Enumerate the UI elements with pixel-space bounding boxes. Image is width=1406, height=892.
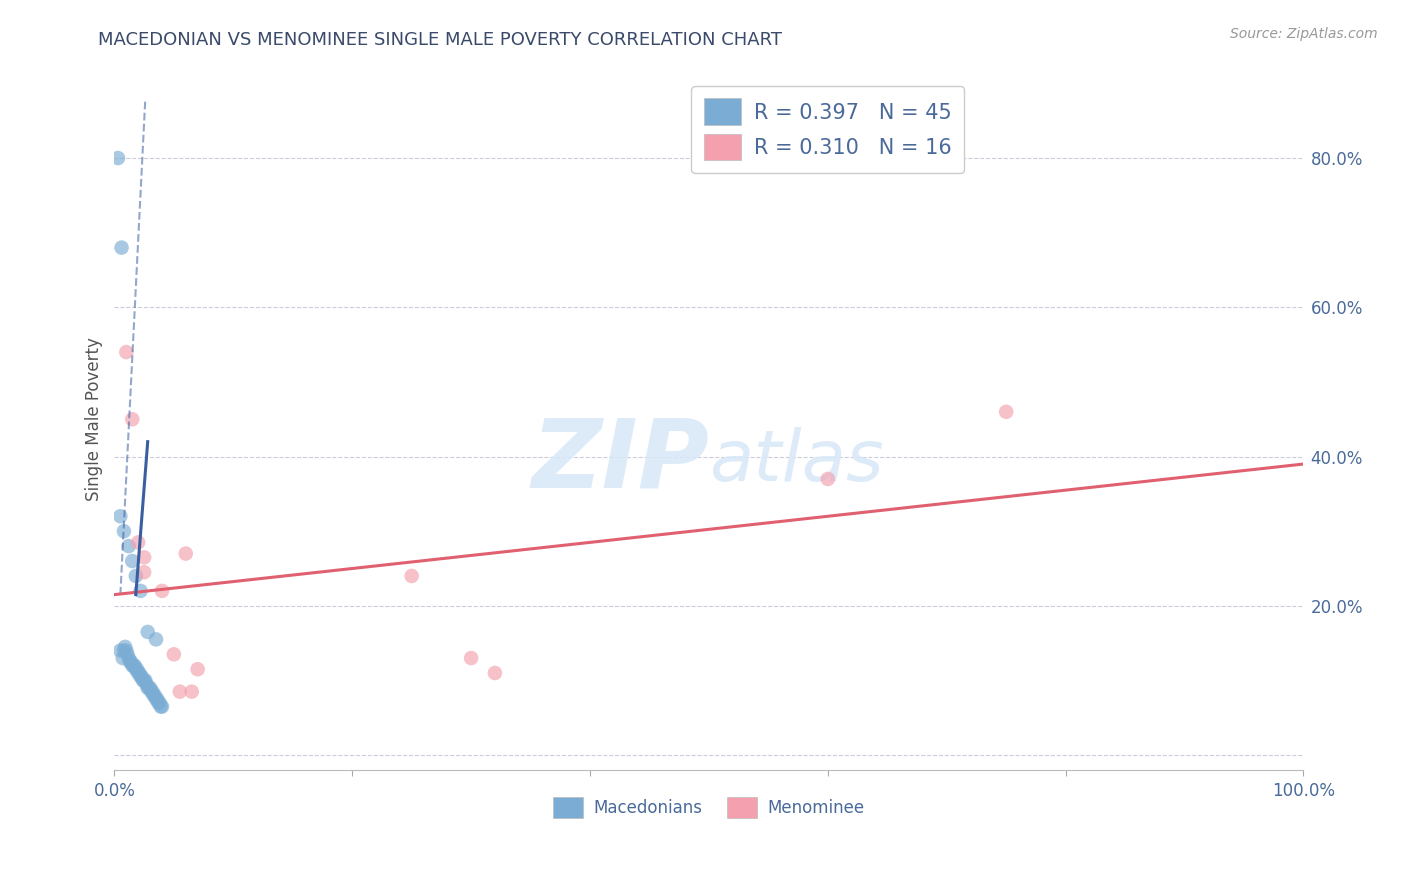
- Text: atlas: atlas: [709, 427, 883, 496]
- Point: [134, 673, 156, 688]
- Point: [149, 699, 172, 714]
- Point: [145, 692, 167, 706]
- Point: [125, 662, 148, 676]
- Point: [118, 651, 141, 665]
- Point: [460, 651, 482, 665]
- Point: [180, 684, 202, 698]
- Point: [118, 655, 141, 669]
- Point: [107, 151, 129, 165]
- Point: [134, 566, 156, 580]
- Point: [149, 696, 172, 710]
- Point: [127, 535, 149, 549]
- Point: [145, 632, 167, 647]
- Point: [121, 412, 143, 426]
- Point: [484, 665, 506, 680]
- Y-axis label: Single Male Poverty: Single Male Poverty: [86, 337, 103, 501]
- Point: [169, 684, 191, 698]
- Point: [134, 550, 156, 565]
- Point: [150, 583, 173, 598]
- Point: [995, 405, 1018, 419]
- Point: [117, 648, 139, 662]
- Point: [127, 665, 149, 680]
- Point: [110, 643, 132, 657]
- Point: [110, 241, 132, 255]
- Legend: Macedonians, Menominee: Macedonians, Menominee: [547, 790, 872, 825]
- Point: [142, 689, 165, 703]
- Point: [112, 643, 135, 657]
- Point: [110, 509, 132, 524]
- Point: [146, 692, 169, 706]
- Point: [125, 569, 148, 583]
- Point: [124, 658, 146, 673]
- Point: [401, 569, 423, 583]
- Point: [174, 547, 197, 561]
- Point: [121, 554, 143, 568]
- Point: [111, 651, 134, 665]
- Point: [121, 658, 143, 673]
- Point: [139, 681, 162, 695]
- Point: [148, 696, 170, 710]
- Point: [129, 670, 152, 684]
- Point: [122, 658, 145, 673]
- Point: [128, 665, 150, 680]
- Point: [118, 539, 141, 553]
- Text: MACEDONIAN VS MENOMINEE SINGLE MALE POVERTY CORRELATION CHART: MACEDONIAN VS MENOMINEE SINGLE MALE POVE…: [98, 31, 782, 49]
- Point: [132, 673, 155, 688]
- Point: [112, 524, 135, 539]
- Point: [125, 662, 148, 676]
- Point: [131, 670, 153, 684]
- Point: [138, 681, 160, 695]
- Point: [134, 673, 156, 688]
- Point: [817, 472, 839, 486]
- Text: ZIP: ZIP: [531, 415, 709, 508]
- Point: [115, 345, 138, 359]
- Point: [136, 681, 159, 695]
- Point: [120, 655, 142, 669]
- Point: [135, 677, 157, 691]
- Point: [163, 648, 186, 662]
- Point: [141, 684, 163, 698]
- Point: [114, 640, 136, 654]
- Point: [143, 689, 166, 703]
- Point: [136, 624, 159, 639]
- Point: [150, 699, 173, 714]
- Point: [141, 684, 163, 698]
- Point: [115, 643, 138, 657]
- Text: Source: ZipAtlas.com: Source: ZipAtlas.com: [1230, 27, 1378, 41]
- Point: [187, 662, 209, 676]
- Point: [129, 583, 152, 598]
